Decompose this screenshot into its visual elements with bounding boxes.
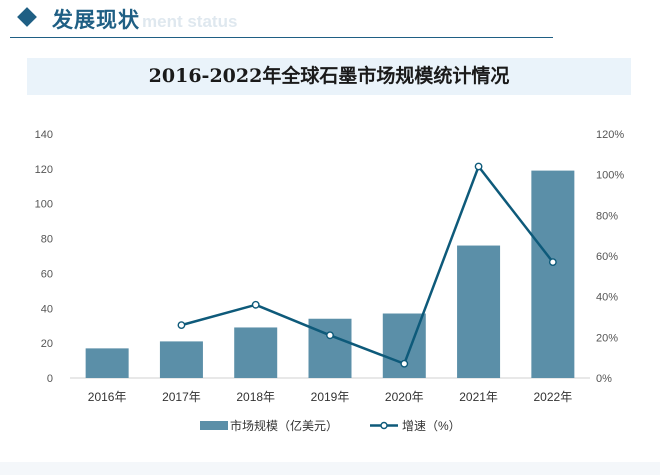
y2-tick-label: 60% bbox=[596, 251, 618, 263]
y-tick-label: 60 bbox=[41, 268, 53, 280]
bar bbox=[531, 170, 575, 378]
x-tick-label: 2017年 bbox=[162, 390, 201, 404]
section-header: ment status 发展现状 bbox=[0, 0, 660, 44]
growth-point bbox=[474, 162, 483, 171]
growth-point bbox=[400, 359, 409, 368]
y-tick-label: 100 bbox=[35, 199, 53, 211]
y-tick-label: 40 bbox=[41, 303, 53, 315]
y2-tick-label: 100% bbox=[596, 170, 624, 182]
bar bbox=[85, 348, 129, 378]
legend-line-label: 增速（%） bbox=[402, 419, 461, 433]
y-tick-label: 80 bbox=[41, 234, 53, 246]
growth-point bbox=[251, 300, 260, 309]
y-tick-label: 20 bbox=[41, 338, 53, 350]
footer-strip bbox=[0, 462, 660, 475]
x-tick-label: 2020年 bbox=[385, 390, 424, 404]
growth-line bbox=[181, 165, 554, 366]
header-divider bbox=[10, 37, 553, 38]
y-tick-label: 140 bbox=[35, 129, 53, 141]
y2-tick-label: 120% bbox=[596, 129, 624, 141]
growth-point bbox=[548, 258, 557, 266]
chart-title: 2016-2022年全球石墨市场规模统计情况 bbox=[148, 65, 510, 87]
bar bbox=[234, 327, 278, 378]
legend-bar-swatch bbox=[200, 421, 228, 430]
x-tick-label: 2016年 bbox=[88, 390, 127, 404]
y-tick-label: 120 bbox=[35, 164, 53, 176]
y2-tick-label: 0% bbox=[596, 373, 612, 385]
y-tick-label: 0 bbox=[47, 373, 53, 385]
bar bbox=[308, 318, 352, 378]
y2-tick-label: 40% bbox=[596, 292, 618, 304]
x-tick-label: 2018年 bbox=[236, 390, 275, 404]
x-tick-label: 2022年 bbox=[534, 390, 573, 404]
bar bbox=[159, 341, 203, 378]
header-title: 发展现状 bbox=[52, 8, 140, 32]
bar bbox=[457, 245, 501, 378]
legend-bar-label: 市场规模（亿美元） bbox=[230, 418, 338, 433]
chart-title-band bbox=[27, 58, 631, 95]
y2-tick-label: 20% bbox=[596, 332, 618, 344]
x-tick-label: 2021年 bbox=[459, 390, 498, 404]
legend-line-marker bbox=[380, 421, 388, 430]
y2-tick-label: 80% bbox=[596, 210, 618, 222]
x-tick-label: 2019年 bbox=[311, 390, 350, 404]
header-subtitle: ment status bbox=[142, 12, 238, 31]
growth-point bbox=[326, 331, 334, 340]
growth-point bbox=[177, 321, 186, 330]
